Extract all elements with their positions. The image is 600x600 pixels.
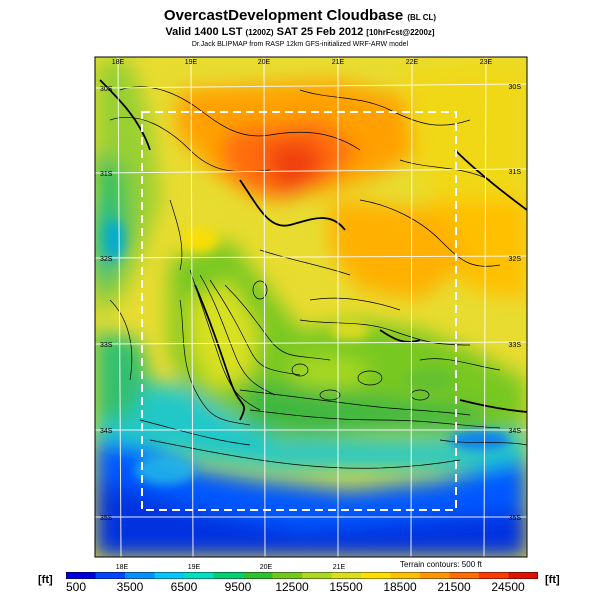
lon-label-bottom: 18E: [116, 564, 129, 571]
colorbar-unit-left: [ft]: [38, 574, 53, 586]
lon-label-bottom: 20E: [260, 564, 273, 571]
lat-label-left: 34S: [100, 428, 113, 435]
map-title: OvercastDevelopment Cloudbase (BL CL): [163, 7, 437, 24]
lat-label-right: 35S: [509, 515, 522, 522]
lat-label-left: 33S: [100, 342, 113, 349]
colorbar-tick: 24500: [491, 580, 525, 594]
colorbar-tick: 500: [65, 580, 87, 594]
model-credit: Dr.Jack BLIPMAP from RASP 12km GFS-initi…: [191, 41, 409, 48]
lon-label-bottom: 21E: [333, 564, 346, 571]
colorbar-swatch: [479, 572, 509, 579]
lat-label-right: 33S: [509, 342, 522, 349]
colorbar-swatch: [302, 572, 332, 579]
colorbar-tick: 12500: [275, 580, 309, 594]
colorbar-swatch: [390, 572, 421, 579]
lat-label-right: 30S: [509, 84, 522, 91]
colorbar-swatch: [272, 572, 303, 579]
lon-label-top: 20E: [258, 59, 271, 66]
colorbar-swatch: [449, 572, 480, 579]
colorbar-swatch: [184, 572, 214, 579]
lat-label-left: 32S: [100, 256, 113, 263]
terrain-contours: [109, 86, 527, 469]
colorbar-tick: 3500: [116, 580, 144, 594]
colorbar-tick: 9500: [224, 580, 252, 594]
terrain-contours-note: Terrain contours: 500 ft: [400, 560, 482, 569]
colorbar-tick: 15500: [329, 580, 363, 594]
colorbar-swatch: [420, 572, 450, 579]
lon-label-top: 21E: [332, 59, 345, 66]
valid-time: Valid 1400 LST (1200Z) SAT 25 Feb 2012 […: [165, 26, 435, 38]
colorbar-swatch: [66, 572, 96, 579]
lat-label-left: 31S: [100, 171, 113, 178]
colorbar-swatch: [125, 572, 155, 579]
title-tag: (BL CL): [407, 13, 437, 22]
colorbar-unit-right: [ft]: [545, 574, 560, 586]
cloudbase-contours: [99, 79, 527, 421]
lat-label-left: 30S: [100, 86, 113, 93]
colorbar-tick: 18500: [383, 580, 417, 594]
color-field: [95, 57, 527, 557]
colorbar-tick: 6500: [170, 580, 198, 594]
lat-label-left: 35S: [100, 515, 113, 522]
colorbar-tick: 21500: [437, 580, 471, 594]
lon-label-bottom: 19E: [188, 564, 201, 571]
colorbar-swatch: [154, 572, 185, 579]
colorbar-swatch: [361, 572, 391, 579]
colorbar: [66, 572, 538, 579]
colorbar-swatch: [331, 572, 362, 579]
colorbar-swatch: [213, 572, 244, 579]
lon-label-top: 22E: [406, 59, 419, 66]
lon-label-top: 18E: [112, 59, 125, 66]
colorbar-swatch: [95, 572, 126, 579]
colorbar-swatch: [243, 572, 273, 579]
lon-label-top: 19E: [185, 59, 198, 66]
lat-label-right: 31S: [509, 169, 522, 176]
lat-lon-grid: [95, 57, 527, 557]
lon-label-top: 23E: [480, 59, 493, 66]
lat-label-right: 34S: [509, 428, 522, 435]
colorbar-swatch: [508, 572, 538, 579]
map-frame: [94, 56, 528, 558]
lat-label-right: 32S: [509, 256, 522, 263]
region-box: [141, 111, 457, 511]
